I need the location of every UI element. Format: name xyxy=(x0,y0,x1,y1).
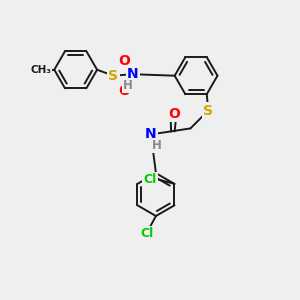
Text: O: O xyxy=(168,106,180,121)
Text: Cl: Cl xyxy=(140,227,154,240)
Text: N: N xyxy=(127,67,139,81)
Text: H: H xyxy=(152,139,162,152)
Text: Cl: Cl xyxy=(143,173,157,186)
Text: N: N xyxy=(145,128,157,141)
Text: S: S xyxy=(203,103,213,118)
Text: H: H xyxy=(123,79,133,92)
Text: S: S xyxy=(108,69,118,83)
Text: CH₃: CH₃ xyxy=(30,65,51,75)
Text: O: O xyxy=(118,84,130,98)
Text: O: O xyxy=(118,54,130,68)
